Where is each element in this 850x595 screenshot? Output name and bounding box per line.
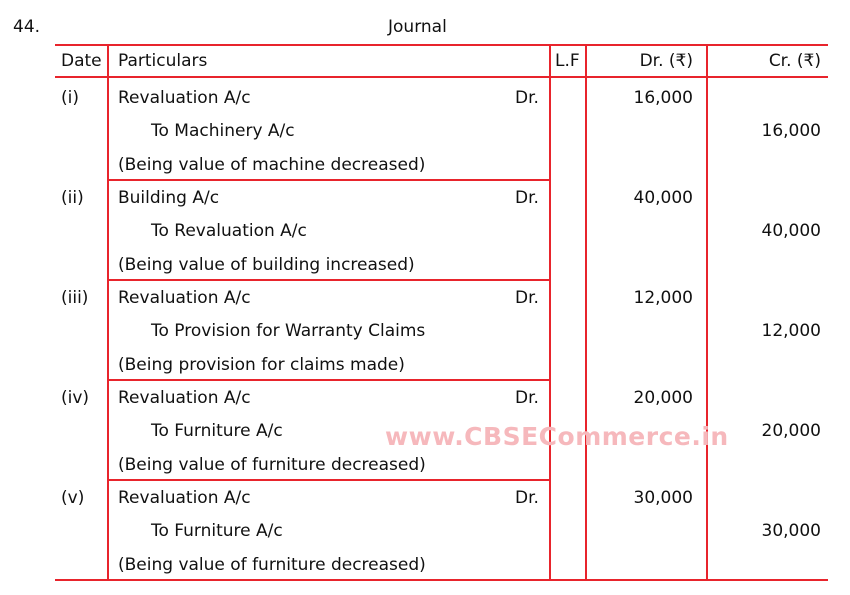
entry-date: (i) [61,88,79,108]
narration: (Being provision for claims made) [118,355,405,375]
credit-account: To Machinery A/c [151,121,295,141]
dr-amount: 30,000 [633,488,693,508]
entry-separator [108,379,550,381]
table-bottom-rule [55,579,828,581]
dr-marker: Dr. [515,188,539,208]
cr-amount: 12,000 [761,321,821,341]
dr-amount: 12,000 [633,288,693,308]
question-number: 44. [13,17,41,37]
entry-date: (iv) [61,388,90,408]
narration: (Being value of furniture decreased) [118,555,426,575]
cr-amount: 16,000 [761,121,821,141]
column-divider [549,45,551,581]
header-date: Date [61,51,102,71]
debit-account: Building A/c [118,188,220,208]
column-divider [706,45,708,581]
dr-amount: 16,000 [633,88,693,108]
dr-amount: 20,000 [633,388,693,408]
narration: (Being value of machine decreased) [118,155,426,175]
column-divider [107,45,109,581]
narration: (Being value of furniture decreased) [118,455,426,475]
dr-marker: Dr. [515,288,539,308]
header-bottom-rule [55,76,828,78]
credit-account: To Furniture A/c [151,521,283,541]
credit-account: To Provision for Warranty Claims [151,321,426,341]
dr-marker: Dr. [515,88,539,108]
column-divider [585,45,587,581]
page-title: Journal [388,17,447,37]
entry-separator [108,479,550,481]
narration: (Being value of building increased) [118,255,415,275]
entry-date: (iii) [61,288,89,308]
cr-amount: 40,000 [761,221,821,241]
header-cr: Cr. (₹) [768,51,821,71]
entry-separator [108,279,550,281]
debit-account: Revaluation A/c [118,88,251,108]
watermark: www.CBSECommerce.in [385,422,729,451]
cr-amount: 30,000 [761,521,821,541]
cr-amount: 20,000 [761,421,821,441]
header-top-rule [55,44,828,46]
entry-date: (v) [61,488,85,508]
dr-marker: Dr. [515,388,539,408]
credit-account: To Revaluation A/c [151,221,307,241]
header-dr: Dr. (₹) [639,51,693,71]
header-lf: L.F [555,51,580,71]
entry-date: (ii) [61,188,84,208]
header-particulars: Particulars [118,51,208,71]
debit-account: Revaluation A/c [118,288,251,308]
debit-account: Revaluation A/c [118,488,251,508]
entry-separator [108,179,550,181]
debit-account: Revaluation A/c [118,388,251,408]
credit-account: To Furniture A/c [151,421,283,441]
dr-marker: Dr. [515,488,539,508]
dr-amount: 40,000 [633,188,693,208]
